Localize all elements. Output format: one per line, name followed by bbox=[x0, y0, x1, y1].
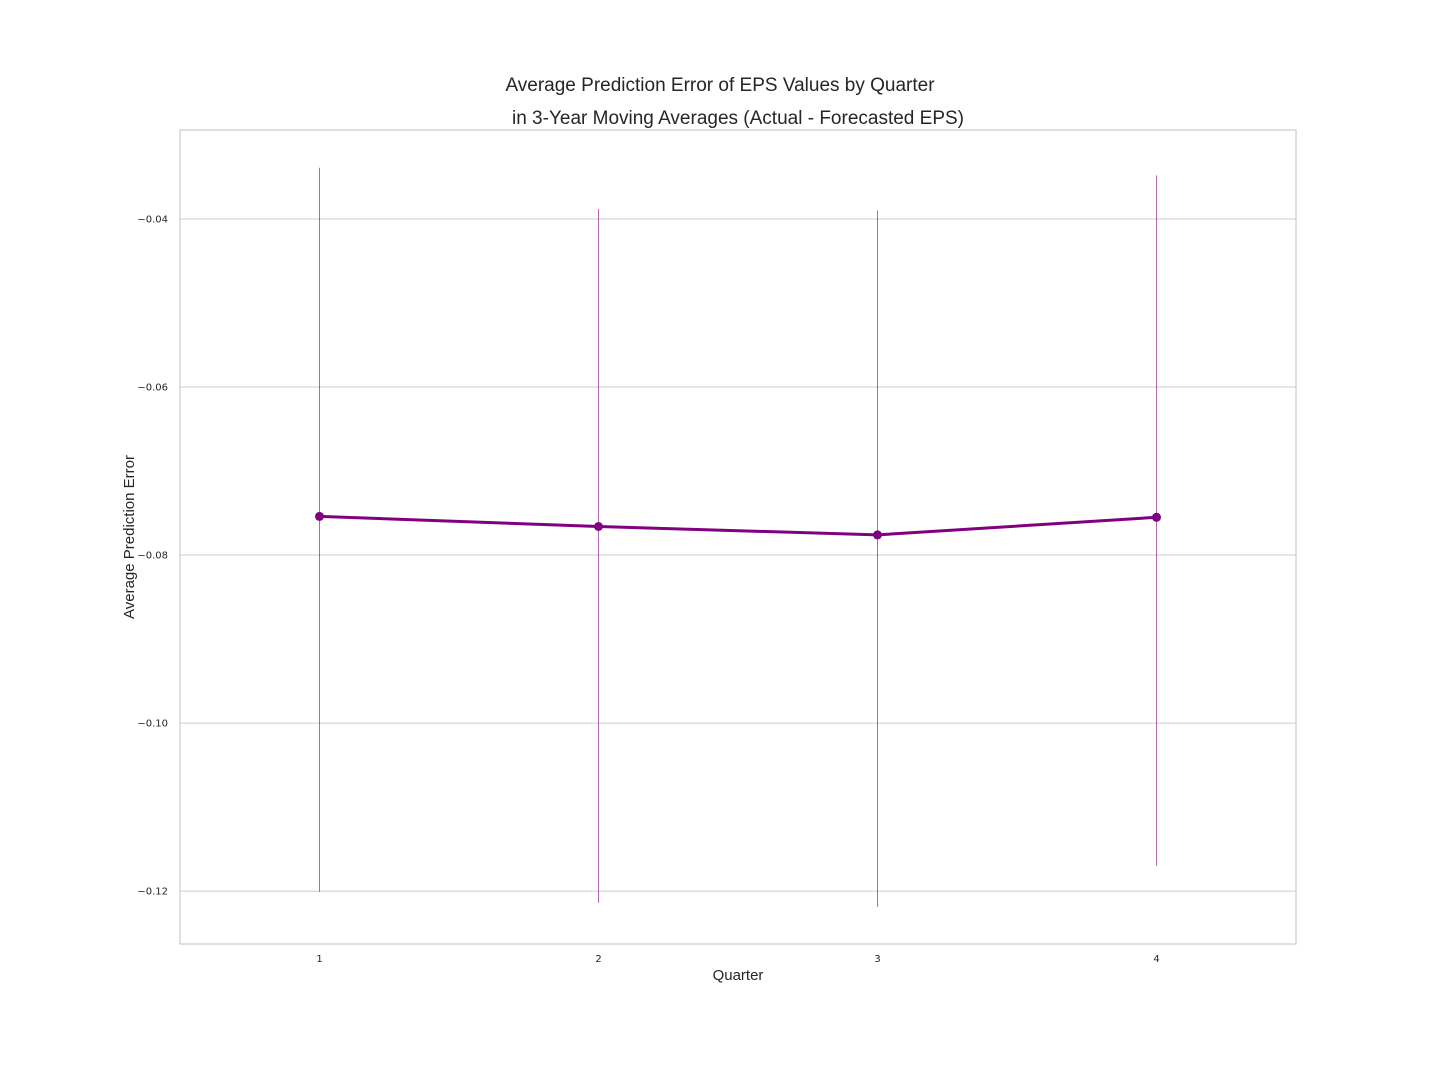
data-point bbox=[873, 530, 882, 540]
data-point bbox=[1152, 512, 1161, 522]
data-point bbox=[315, 511, 324, 521]
series-line bbox=[319, 514, 1157, 537]
chart-title: Average Prediction Error of EPS Values b… bbox=[505, 75, 935, 96]
chart-subtitle: in 3-Year Moving Averages (Actual - Fore… bbox=[512, 108, 964, 129]
x-tick-label: 4 bbox=[1153, 954, 1159, 965]
y-tick-label: −0.06 bbox=[137, 383, 168, 394]
y-tick-label: −0.04 bbox=[137, 215, 168, 226]
plot-area: −0.04 −0.06 −0.08 −0.10 −0.12 1 2 3 4 bbox=[137, 129, 1297, 965]
y-axis-label: Average Prediction Error bbox=[121, 455, 138, 619]
x-tick-label: 2 bbox=[595, 954, 601, 965]
data-point bbox=[594, 521, 603, 531]
plot-frame bbox=[179, 129, 1297, 945]
y-tick-label: −0.12 bbox=[137, 887, 168, 898]
x-axis-label: Quarter bbox=[713, 967, 764, 984]
x-tick-label: 1 bbox=[316, 954, 322, 965]
y-tick-label: −0.10 bbox=[137, 719, 168, 730]
x-tick-label: 3 bbox=[874, 954, 880, 965]
y-tick-label: −0.08 bbox=[137, 551, 168, 562]
